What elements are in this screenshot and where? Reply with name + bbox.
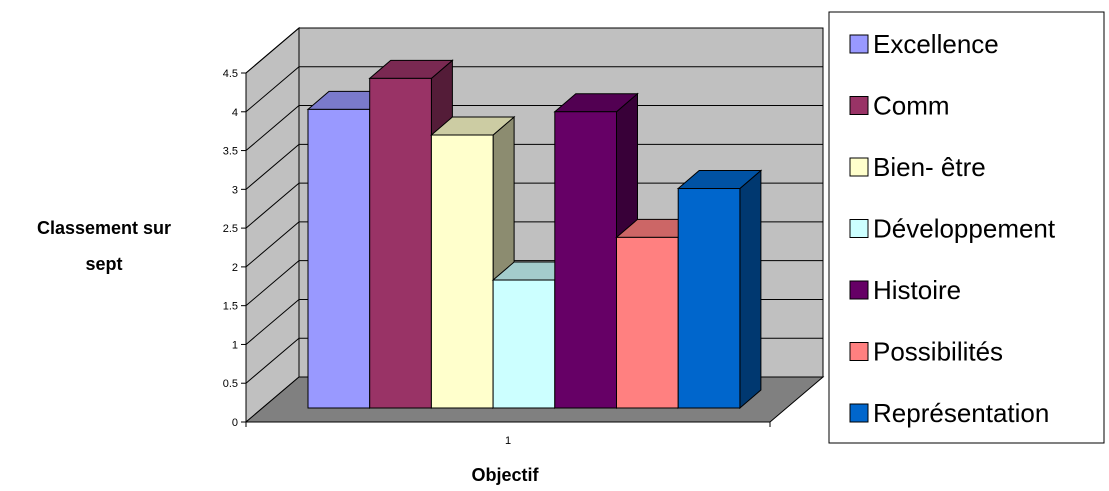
legend-swatch xyxy=(849,280,869,300)
legend-label: Comm xyxy=(873,91,950,121)
bar-bien--être xyxy=(430,115,516,410)
legend-label: Histoire xyxy=(873,275,961,305)
y-tick-label: 0 xyxy=(232,417,238,429)
legend-swatch xyxy=(849,342,869,361)
bars xyxy=(306,59,763,410)
legend-box xyxy=(828,11,1105,444)
x-tick-label: 1 xyxy=(505,435,511,447)
y-tick-label: 4 xyxy=(232,107,238,119)
y-tick-label: 3 xyxy=(232,184,238,196)
legend-item: Histoire xyxy=(849,275,961,305)
side-wall xyxy=(245,26,300,424)
y-tick-label: 1 xyxy=(232,339,238,351)
y-tick-label: 1.5 xyxy=(223,301,238,313)
y-tick-label: 4.5 xyxy=(223,68,238,80)
bar-représentation xyxy=(676,169,763,410)
y-axis-title-line-2: sept xyxy=(85,254,122,274)
legend-swatch xyxy=(849,219,869,238)
y-tick-label: 2 xyxy=(232,262,238,274)
y-tick-label: 0.5 xyxy=(223,378,238,390)
legend-item: Développement xyxy=(849,214,1056,244)
y-tick-label: 2.5 xyxy=(223,223,238,235)
gridline xyxy=(245,27,823,74)
legend-swatch xyxy=(849,157,869,177)
legend-label: Possibilités xyxy=(873,337,1003,367)
bar-front xyxy=(616,236,679,409)
legend-label: Excellence xyxy=(873,29,999,59)
x-axis: 1 xyxy=(245,421,771,447)
bar-side xyxy=(739,169,762,410)
legend-swatch xyxy=(849,96,869,115)
bar-front xyxy=(307,108,371,409)
gridline xyxy=(245,105,823,151)
legend-label: Bien- être xyxy=(873,152,986,182)
bar-front xyxy=(554,111,617,409)
bar-front xyxy=(492,279,556,409)
legend-label: Développement xyxy=(873,214,1056,244)
y-tick-label: 3.5 xyxy=(223,146,238,158)
gridline xyxy=(245,182,823,229)
bar-front xyxy=(369,77,432,409)
legend-item: Bien- être xyxy=(849,152,986,182)
legend-item: Possibilités xyxy=(849,337,1003,367)
y-axis: 0 0.5 1 1.5 2 2.5 3 3.5 4 4.5 xyxy=(223,68,247,429)
legend-item: Excellence xyxy=(849,29,999,59)
y-axis-title-line-1: Classement sur xyxy=(37,218,171,238)
bar-front xyxy=(430,134,494,409)
legend-item: Représentation xyxy=(849,398,1049,428)
gridline xyxy=(245,66,823,113)
bar-front xyxy=(677,188,741,409)
gridline xyxy=(245,143,823,190)
legend: Excellence Comm Bien- être Développement His… xyxy=(828,11,1105,444)
legend-swatch xyxy=(849,34,869,54)
legend-item: Comm xyxy=(849,91,950,121)
legend-label: Représentation xyxy=(873,398,1049,428)
x-axis-title: Objectif xyxy=(471,465,539,485)
legend-swatch xyxy=(849,403,869,423)
